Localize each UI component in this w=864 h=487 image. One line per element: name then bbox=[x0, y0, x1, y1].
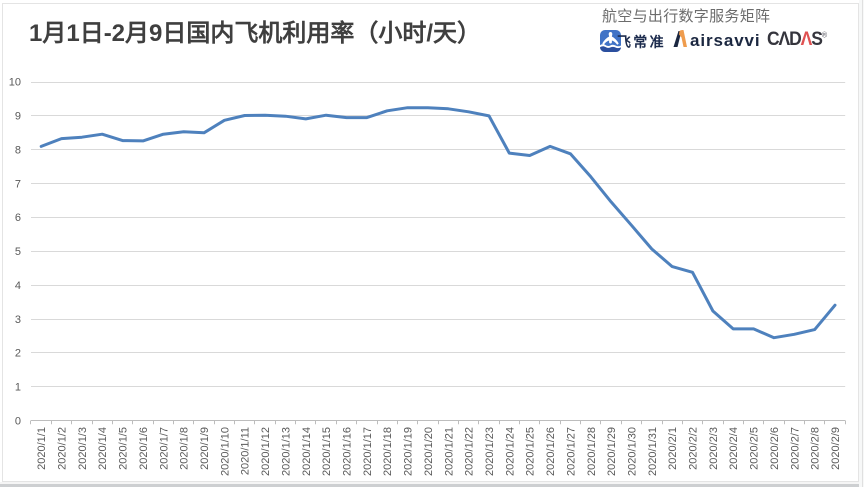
svg-text:2020/1/21: 2020/1/21 bbox=[443, 427, 455, 476]
svg-text:2020/1/16: 2020/1/16 bbox=[342, 427, 354, 476]
svg-text:2020/1/4: 2020/1/4 bbox=[97, 427, 109, 470]
svg-text:5: 5 bbox=[15, 246, 21, 258]
svg-text:2020/2/5: 2020/2/5 bbox=[749, 427, 761, 470]
svg-text:2020/1/22: 2020/1/22 bbox=[464, 427, 476, 476]
svg-text:2020/1/7: 2020/1/7 bbox=[158, 427, 170, 470]
svg-text:2020/1/14: 2020/1/14 bbox=[301, 427, 313, 476]
svg-text:2020/2/1: 2020/2/1 bbox=[667, 427, 679, 470]
svg-text:10: 10 bbox=[9, 77, 21, 89]
svg-text:2020/1/2: 2020/1/2 bbox=[57, 427, 69, 470]
svg-text:2020/1/26: 2020/1/26 bbox=[545, 427, 557, 476]
svg-text:2020/1/29: 2020/1/29 bbox=[606, 427, 618, 476]
svg-text:7: 7 bbox=[15, 178, 21, 190]
svg-text:2020/1/27: 2020/1/27 bbox=[565, 427, 577, 476]
svg-text:2020/1/11: 2020/1/11 bbox=[240, 427, 252, 475]
svg-text:2020/1/28: 2020/1/28 bbox=[586, 427, 598, 476]
svg-text:2020/2/7: 2020/2/7 bbox=[789, 427, 801, 470]
svg-text:2020/2/2: 2020/2/2 bbox=[688, 427, 700, 470]
svg-text:2020/1/13: 2020/1/13 bbox=[280, 427, 292, 476]
svg-text:2020/1/1: 2020/1/1 bbox=[36, 427, 48, 470]
svg-text:2020/2/4: 2020/2/4 bbox=[728, 427, 740, 470]
svg-text:2020/2/3: 2020/2/3 bbox=[708, 427, 720, 470]
svg-text:2020/1/23: 2020/1/23 bbox=[484, 427, 496, 476]
svg-text:6: 6 bbox=[15, 212, 21, 224]
svg-text:2020/2/6: 2020/2/6 bbox=[769, 427, 781, 470]
svg-text:2020/1/30: 2020/1/30 bbox=[627, 427, 639, 476]
svg-text:2020/1/10: 2020/1/10 bbox=[219, 427, 231, 476]
svg-text:2020/1/15: 2020/1/15 bbox=[321, 427, 333, 476]
svg-text:2020/1/3: 2020/1/3 bbox=[77, 427, 89, 470]
svg-text:2: 2 bbox=[15, 348, 21, 360]
svg-text:0: 0 bbox=[15, 415, 21, 427]
svg-text:9: 9 bbox=[15, 111, 21, 123]
svg-text:2020/1/18: 2020/1/18 bbox=[382, 427, 394, 476]
svg-text:2020/1/6: 2020/1/6 bbox=[138, 427, 150, 470]
svg-text:2020/1/19: 2020/1/19 bbox=[403, 427, 415, 476]
svg-text:2020/2/9: 2020/2/9 bbox=[830, 427, 842, 470]
svg-text:2020/1/31: 2020/1/31 bbox=[647, 427, 659, 476]
svg-text:8: 8 bbox=[15, 144, 21, 156]
svg-text:2020/1/20: 2020/1/20 bbox=[423, 427, 435, 476]
svg-text:2020/2/8: 2020/2/8 bbox=[810, 427, 822, 470]
svg-text:2020/1/25: 2020/1/25 bbox=[525, 427, 537, 476]
svg-text:3: 3 bbox=[15, 314, 21, 326]
svg-text:4: 4 bbox=[15, 280, 21, 292]
svg-text:2020/1/9: 2020/1/9 bbox=[199, 427, 211, 470]
svg-text:2020/1/17: 2020/1/17 bbox=[362, 427, 374, 476]
svg-text:2020/1/5: 2020/1/5 bbox=[118, 427, 130, 470]
svg-text:2020/1/24: 2020/1/24 bbox=[504, 427, 516, 476]
svg-text:1: 1 bbox=[15, 382, 21, 394]
svg-text:2020/1/12: 2020/1/12 bbox=[260, 427, 272, 476]
svg-text:2020/1/8: 2020/1/8 bbox=[179, 427, 191, 470]
